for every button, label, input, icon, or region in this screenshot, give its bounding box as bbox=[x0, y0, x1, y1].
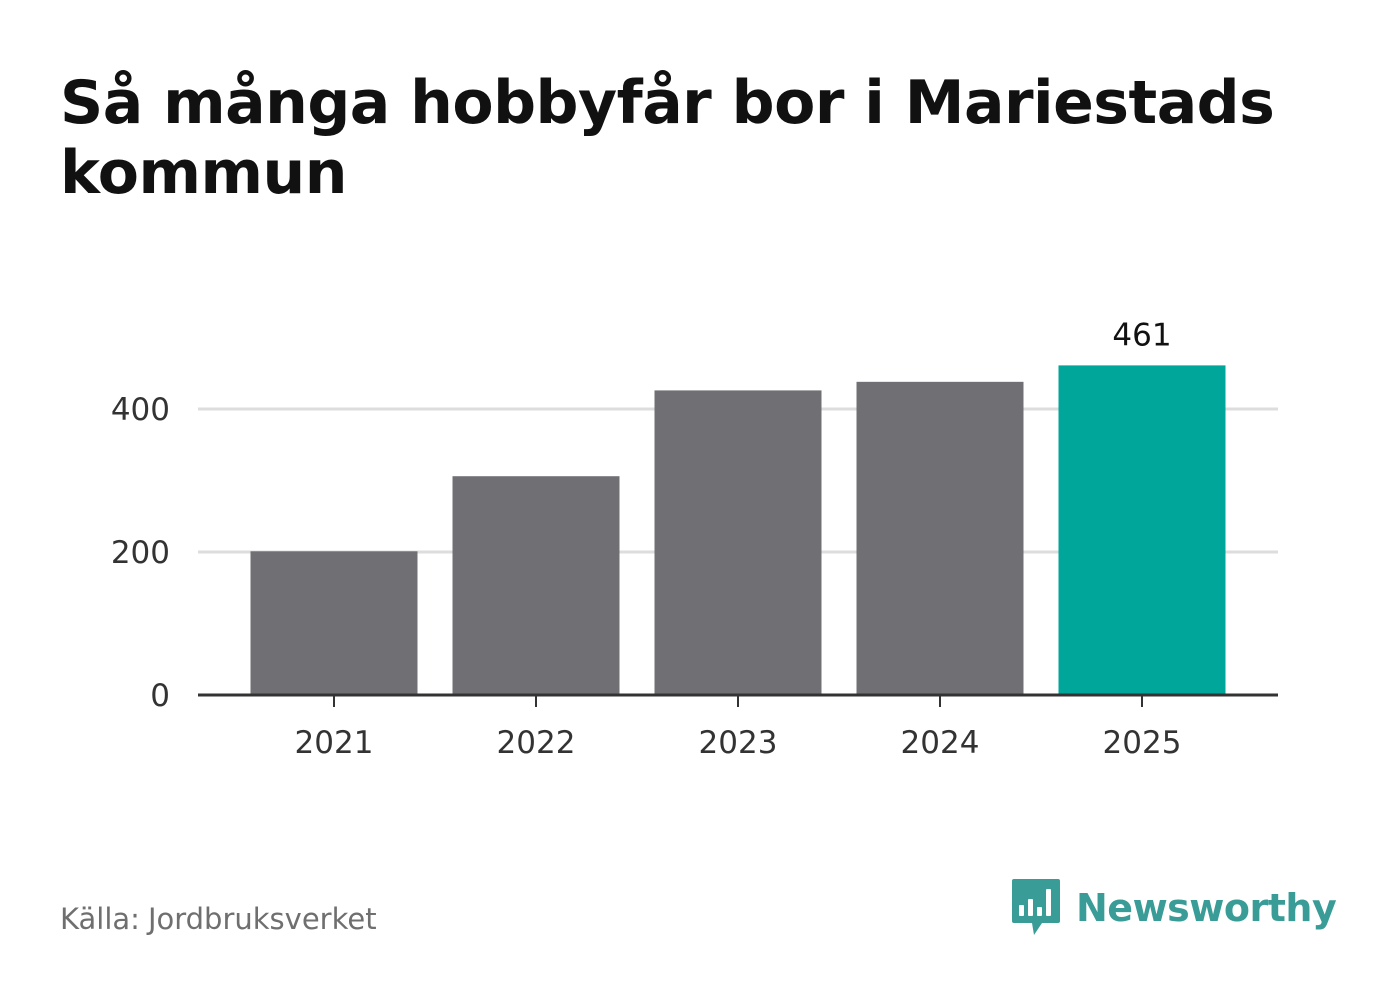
x-tick-label-2022: 2022 bbox=[497, 725, 576, 761]
page-title: Så många hobbyfår bor i Mariestads kommu… bbox=[60, 68, 1275, 208]
data-labels: 461 bbox=[1112, 317, 1171, 353]
source-prefix: Källa: bbox=[60, 902, 140, 936]
x-tick-label-2021: 2021 bbox=[295, 725, 374, 761]
y-axis-ticks: 0 200 400 bbox=[111, 392, 170, 714]
x-tick-label-2023: 2023 bbox=[699, 725, 778, 761]
bar-2022 bbox=[452, 476, 620, 695]
source-note: Källa: Jordbruksverket bbox=[60, 902, 377, 936]
y-tick-label-0: 0 bbox=[150, 678, 170, 714]
x-axis-ticks: 2021 2022 2023 2024 2025 bbox=[295, 695, 1182, 761]
source-name: Jordbruksverket bbox=[147, 902, 377, 936]
x-tick-label-2024: 2024 bbox=[901, 725, 980, 761]
brand-logo: Newsworthy bbox=[1010, 877, 1337, 939]
bar-2024 bbox=[856, 381, 1024, 695]
bar-2025 bbox=[1058, 365, 1226, 695]
x-tick-label-2025: 2025 bbox=[1103, 725, 1182, 761]
y-tick-label-200: 200 bbox=[111, 535, 170, 571]
bar-2021 bbox=[250, 551, 418, 695]
brand-name: Newsworthy bbox=[1076, 886, 1337, 930]
y-tick-label-400: 400 bbox=[111, 392, 170, 428]
bar-2023 bbox=[654, 390, 822, 695]
newsworthy-logo-icon bbox=[1012, 879, 1060, 935]
bars bbox=[250, 365, 1226, 695]
data-label-2025: 461 bbox=[1112, 317, 1171, 353]
